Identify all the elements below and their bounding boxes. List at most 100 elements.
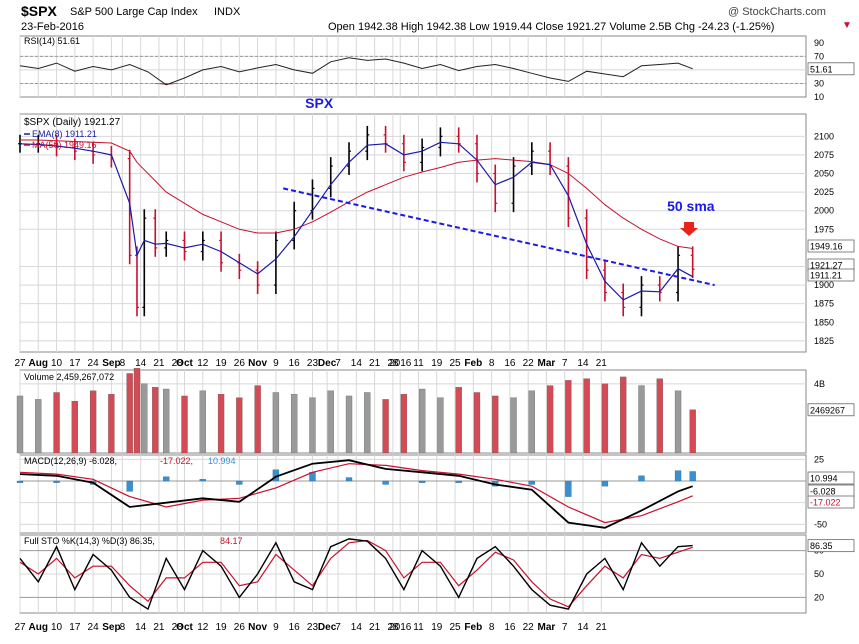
volume-bar-35 [620,376,627,454]
bottom-axis-xlabel-28: 8 [489,622,495,633]
bottom-axis-xlabel-9: 28 [172,622,184,633]
sto-value-label: 86.35 [810,541,833,551]
volume-tick-4b: 4B [814,379,825,389]
price-tick-3: 2025 [814,187,834,197]
rsi-tick-3: 30 [814,78,824,88]
volume-bar-6 [126,373,133,454]
volume-bar-32 [565,380,572,454]
volume-value-label-box [807,403,855,417]
price-axis-xlabel-22: 28 [387,358,399,369]
bottom-axis-xlabel-14: Nov [248,622,267,633]
bottom-axis-xlabel-23: 2016 [389,622,412,633]
volume-title: Volume 2,459,267,072 [24,372,114,382]
price-axis-xlabel-29: 16 [504,358,516,369]
bottom-axis-xlabel-1: Aug [29,622,48,633]
macd-hist-bar-14 [528,480,535,485]
sto-k-legend: Full STO %K(14,3) %D(3) 86.35, [24,536,155,546]
price-tick-8: 1875 [814,299,834,309]
price-axis-xlabel-33: 14 [577,358,589,369]
rsi-tick-4: 10 [814,92,824,102]
close-price-label: 1921.27 [810,261,843,271]
sto-value-label-box [807,539,855,553]
volume-bar-5 [108,394,115,454]
macd-hist-bar-19 [689,471,696,482]
index-name: S&P 500 Large Cap Index [70,6,198,18]
annotation-50sma: 50 sma [667,198,715,214]
macd-hist-bar-6 [236,480,243,485]
macd-hist-bar-1 [53,480,60,483]
volume-bar-8 [141,383,148,454]
macd-value: -6.028 [810,487,836,497]
ema-price-label-box [807,268,855,282]
bottom-axis-xlabel-19: 7 [335,622,341,633]
price-axis-xlabel-5: Sep [102,358,120,369]
bottom-axis-xlabel-2: 10 [51,622,63,633]
volume-value-label: 2469267 [810,405,845,415]
volume-bar-13 [217,394,225,454]
price-axis-xlabel-1: Aug [29,358,48,369]
volume-bar-19 [327,390,334,454]
volume-bar-26 [455,387,462,454]
volume-bar-37 [656,378,663,454]
volume-bar-21 [364,392,371,454]
price-tick-0: 2100 [814,131,834,141]
macd-hist-bar-16 [601,480,609,487]
price-axis-xlabel-6: 8 [120,358,126,369]
bottom-axis-xlabel-11: 12 [197,622,209,633]
volume-bar-20 [345,395,353,454]
volume-bar-33 [583,378,590,454]
bottom-axis-xlabel-6: 8 [120,622,126,633]
price-axis-xlabel-32: 7 [562,358,568,369]
ma-legend: MA(50) 1949.16 [32,140,97,150]
price-axis-xlabel-4: 24 [88,358,100,369]
volume-bar-23 [400,394,408,454]
macd-panel [19,454,807,534]
price-axis-xlabel-21: 21 [369,358,381,369]
sto-tick-1: 50 [814,569,824,579]
macd-signal-legend: -17.022, [160,456,193,466]
price-axis-xlabel-31: Mar [538,358,556,369]
macd-signal-value: -17.022 [810,498,841,508]
trendline [282,187,715,287]
bottom-axis-xlabel-0: 27 [14,622,26,633]
rsi-tick-0: 90 [814,38,824,48]
volume-bar-10 [163,388,170,454]
macd-hist-value: 10.994 [810,474,838,484]
price-tick-10: 1825 [814,336,834,346]
price-axis-xlabel-12: 19 [216,358,228,369]
macd-hist-bar-11 [418,480,426,483]
ema8-line [19,141,693,301]
price-tick-9: 1850 [814,317,834,327]
macd-hist-bar-17 [638,475,645,482]
volume-bar-29 [510,397,517,454]
price-axis-xlabel-17: 23 [307,358,319,369]
volume-bar-15 [254,385,261,454]
price-panel [19,113,807,353]
macd-legend: MACD(12,26,9) -6.028, [24,456,117,466]
macd-hist-bar-0 [16,480,24,483]
volume-bar-27 [473,392,481,454]
exchange-label: INDX [214,6,241,18]
price-axis-xlabel-11: 12 [197,358,209,369]
volume-bar-30 [528,390,535,454]
volume-bar-25 [437,397,444,454]
volume-bar-7 [133,368,141,454]
volume-bar-1 [35,399,42,454]
rsi-value-label: 51.61 [810,64,833,74]
symbol-label: $SPX [21,3,57,19]
price-axis-xlabel-14: Nov [248,358,267,369]
price-axis-xlabel-30: 22 [523,358,535,369]
volume-bar-28 [492,395,499,454]
bottom-axis-xlabel-16: 16 [289,622,301,633]
price-axis-xlabel-7: 14 [135,358,147,369]
price-axis-xlabel-23: 2016 [389,358,412,369]
volume-bar-12 [199,390,206,454]
bottom-axis-xlabel-34: 21 [596,622,608,633]
ema-price-label: 1911.21 [810,271,842,281]
rsi-oversold-fill [151,83,181,85]
volume-bar-24 [418,388,426,454]
price-tick-1: 2075 [814,150,834,160]
ma50-line [20,139,693,249]
bottom-axis-xlabel-27: Feb [464,622,482,633]
annotation-arrow [680,222,699,236]
